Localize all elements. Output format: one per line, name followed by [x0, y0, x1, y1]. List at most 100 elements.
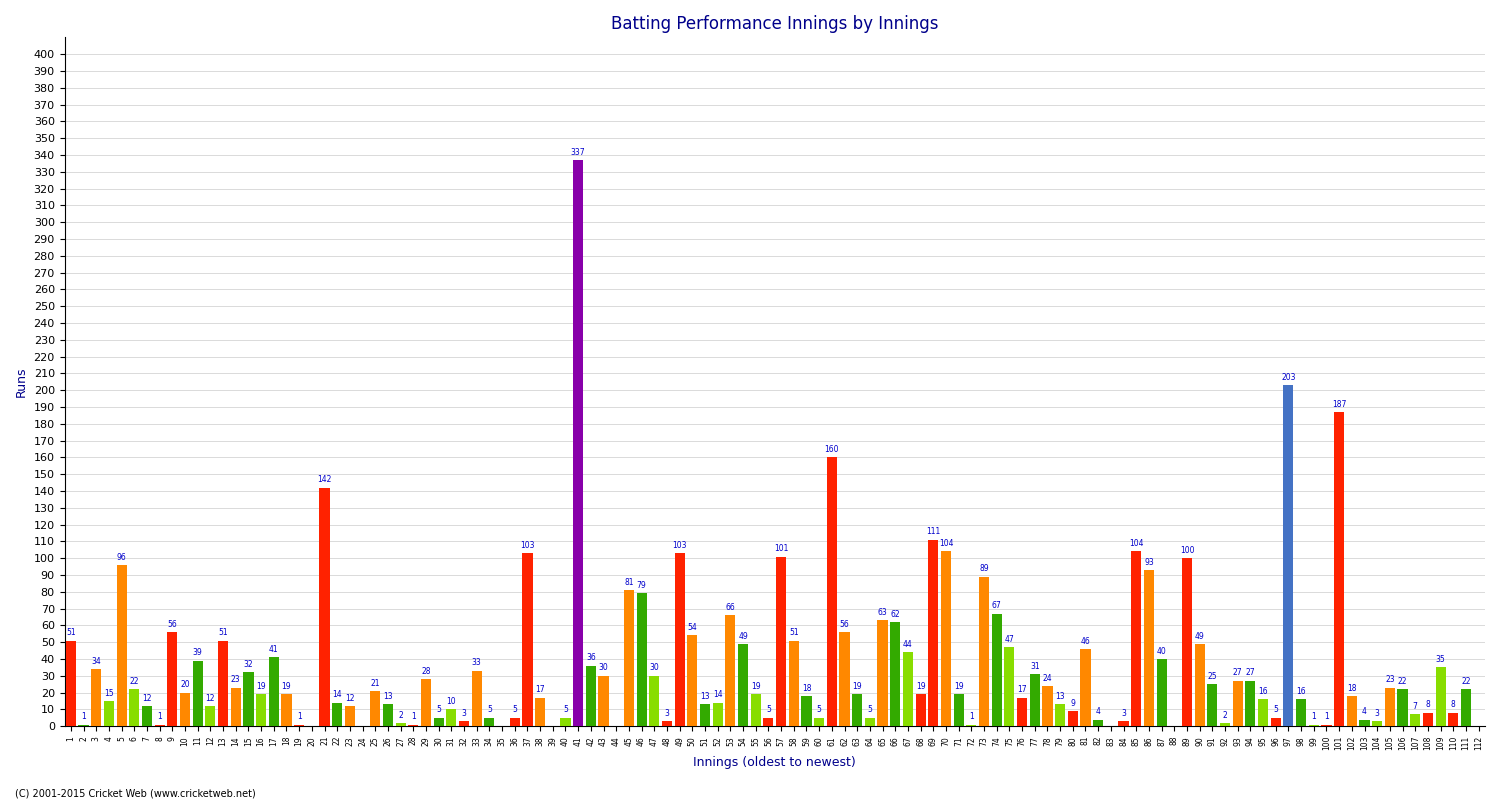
Text: 19: 19 [954, 682, 963, 691]
Bar [129, 690, 140, 726]
Text: 13: 13 [1056, 692, 1065, 701]
Text: 1: 1 [969, 712, 974, 721]
Text: 8: 8 [1425, 701, 1431, 710]
Bar [1308, 725, 1318, 726]
Bar [1334, 412, 1344, 726]
Bar [192, 661, 202, 726]
Text: 22: 22 [1461, 677, 1470, 686]
Bar [142, 706, 152, 726]
Bar [484, 718, 495, 726]
Text: 5: 5 [766, 706, 771, 714]
Text: 40: 40 [1156, 646, 1167, 656]
Bar [332, 702, 342, 726]
Text: 96: 96 [117, 553, 126, 562]
Bar [168, 632, 177, 726]
Bar [1194, 644, 1204, 726]
Bar [1005, 647, 1014, 726]
Text: 56: 56 [168, 620, 177, 629]
Text: 67: 67 [992, 602, 1002, 610]
Text: (C) 2001-2015 Cricket Web (www.cricketweb.net): (C) 2001-2015 Cricket Web (www.cricketwe… [15, 788, 255, 798]
Bar [1258, 699, 1268, 726]
Bar [1029, 674, 1039, 726]
Bar [789, 641, 800, 726]
Bar [1144, 570, 1154, 726]
Bar [750, 694, 760, 726]
Text: 3: 3 [462, 709, 466, 718]
Bar [598, 676, 609, 726]
Bar [447, 710, 456, 726]
Bar [243, 673, 254, 726]
Bar [536, 698, 544, 726]
Text: 46: 46 [1080, 637, 1090, 646]
Bar [764, 718, 774, 726]
Text: 12: 12 [142, 694, 152, 702]
Text: 5: 5 [816, 706, 822, 714]
Text: 49: 49 [738, 631, 748, 641]
Text: 47: 47 [1005, 635, 1014, 644]
Text: 2: 2 [398, 710, 404, 719]
Bar [726, 615, 735, 726]
Text: 10: 10 [447, 697, 456, 706]
Text: 22: 22 [1398, 677, 1407, 686]
Text: 33: 33 [472, 658, 482, 667]
Text: 62: 62 [891, 610, 900, 618]
Text: 100: 100 [1179, 546, 1194, 555]
Text: 19: 19 [852, 682, 862, 691]
Bar [586, 666, 596, 726]
Text: 103: 103 [672, 541, 687, 550]
Bar [1384, 687, 1395, 726]
Bar [78, 725, 88, 726]
Bar [852, 694, 862, 726]
Bar [1448, 713, 1458, 726]
Bar [687, 635, 698, 726]
Text: 1: 1 [158, 712, 162, 721]
Bar [1284, 385, 1293, 726]
Text: 160: 160 [825, 445, 839, 454]
Bar [1094, 719, 1102, 726]
Bar [738, 644, 748, 726]
Text: 3: 3 [664, 709, 669, 718]
Text: 36: 36 [586, 654, 596, 662]
Bar [471, 670, 482, 726]
Text: 19: 19 [282, 682, 291, 691]
Bar [408, 725, 419, 726]
Text: 39: 39 [194, 648, 202, 658]
Bar [1436, 667, 1446, 726]
Text: 9: 9 [1071, 698, 1076, 708]
Text: 51: 51 [66, 628, 75, 637]
Text: 14: 14 [712, 690, 723, 699]
Text: 93: 93 [1144, 558, 1154, 566]
Text: 35: 35 [1436, 655, 1446, 664]
Text: 27: 27 [1233, 669, 1242, 678]
Text: 30: 30 [650, 663, 658, 673]
Bar [1270, 718, 1281, 726]
Bar [1068, 711, 1078, 726]
Text: 5: 5 [488, 706, 492, 714]
Bar [1054, 704, 1065, 726]
Text: 18: 18 [801, 684, 812, 693]
Text: 30: 30 [598, 663, 609, 673]
Text: 13: 13 [382, 692, 393, 701]
Bar [954, 694, 963, 726]
Bar [662, 721, 672, 726]
Bar [370, 691, 381, 726]
Text: 101: 101 [774, 544, 789, 553]
Bar [1347, 696, 1358, 726]
Text: 1: 1 [1311, 712, 1316, 721]
Text: 5: 5 [867, 706, 873, 714]
Bar [66, 641, 76, 726]
Bar [712, 702, 723, 726]
Bar [903, 652, 914, 726]
Text: 2: 2 [1222, 710, 1227, 719]
Text: 5: 5 [513, 706, 517, 714]
Bar [992, 614, 1002, 726]
Bar [561, 718, 570, 726]
Text: 103: 103 [520, 541, 534, 550]
Text: 25: 25 [1208, 672, 1216, 681]
Bar [1322, 725, 1332, 726]
Bar [1410, 714, 1420, 726]
Text: 27: 27 [1245, 669, 1256, 678]
Bar [1131, 551, 1142, 726]
Text: 337: 337 [572, 148, 585, 157]
Text: 1: 1 [411, 712, 416, 721]
